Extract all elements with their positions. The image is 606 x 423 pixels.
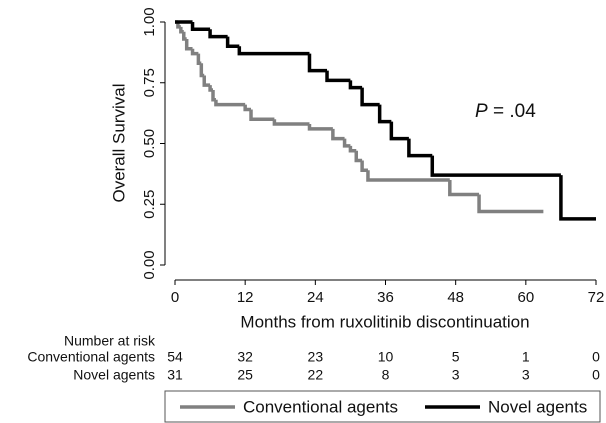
annotation-p: P [475,101,488,122]
survival-step [190,22,211,32]
annotation-value: = .04 [493,101,536,122]
x-tick-label: 72 [588,289,605,306]
x-tick-label: 36 [377,289,394,306]
survival-step [348,80,363,90]
survival-step [179,26,184,34]
survival-step [377,104,392,124]
survival-step [354,150,363,163]
survival-step [211,90,216,102]
survival-step [225,36,240,49]
x-tick-label: 60 [517,289,534,306]
risk-count: 54 [167,349,183,365]
x-tick-label: 24 [307,289,324,306]
survival-step [196,53,202,66]
risk-count: 3 [522,367,530,383]
x-axis-title: Months from ruxolitinib discontinuation [240,312,529,331]
survival-step [342,138,351,148]
x-tick-label: 0 [171,289,179,306]
risk-count: 5 [452,349,460,365]
y-tick-label: 1.00 [141,7,158,36]
risk-title: Number at risk [64,333,156,349]
survival-step [208,85,214,92]
survival-step [448,179,480,197]
risk-count: 10 [378,349,394,365]
survival-step [307,124,333,131]
survival-step [190,48,199,56]
survival-step [430,155,561,177]
y-tick-label: 0.50 [141,129,158,158]
risk-count: 8 [382,367,390,383]
survival-step [199,63,205,78]
x-tick-label: 12 [237,289,254,306]
survival-step [360,87,380,107]
survival-step [366,170,450,182]
risk-count: 22 [308,367,324,383]
survival-step [208,29,228,39]
risk-count: 31 [167,367,183,383]
survival-step [477,194,544,214]
survival-step [214,99,246,107]
x-tick-label: 48 [447,289,464,306]
survival-step [325,70,351,83]
y-tick-label: 0.75 [141,68,158,97]
y-axis-title: Overall Survival [109,83,128,202]
survival-step [243,104,252,112]
legend-label: Conventional agents [243,397,398,416]
risk-row-label: Conventional agents [27,349,155,365]
risk-count: 0 [592,367,600,383]
risk-count: 0 [592,349,600,365]
survival-step [272,119,310,126]
survival-step [307,53,328,73]
legend-box [164,390,601,423]
survival-step [249,109,275,121]
survival-step [360,160,368,172]
y-tick-label: 0.00 [141,250,158,279]
risk-count: 23 [308,349,324,365]
survival-step [184,39,193,51]
risk-row-label: Novel agents [73,367,155,383]
risk-count: 25 [237,367,253,383]
risk-count: 3 [452,367,460,383]
risk-count: 32 [237,349,253,365]
legend-label: Novel agents [488,397,587,416]
survival-step [202,75,211,87]
survival-step [389,121,409,141]
y-tick-label: 0.25 [141,190,158,219]
survival-step [559,175,596,221]
survival-step [237,46,310,56]
survival-step [348,145,357,153]
survival-step [407,138,433,158]
survival-step [331,128,345,141]
risk-count: 1 [522,349,530,365]
survival-step [182,31,187,41]
annotation: P = .04 [475,101,536,122]
